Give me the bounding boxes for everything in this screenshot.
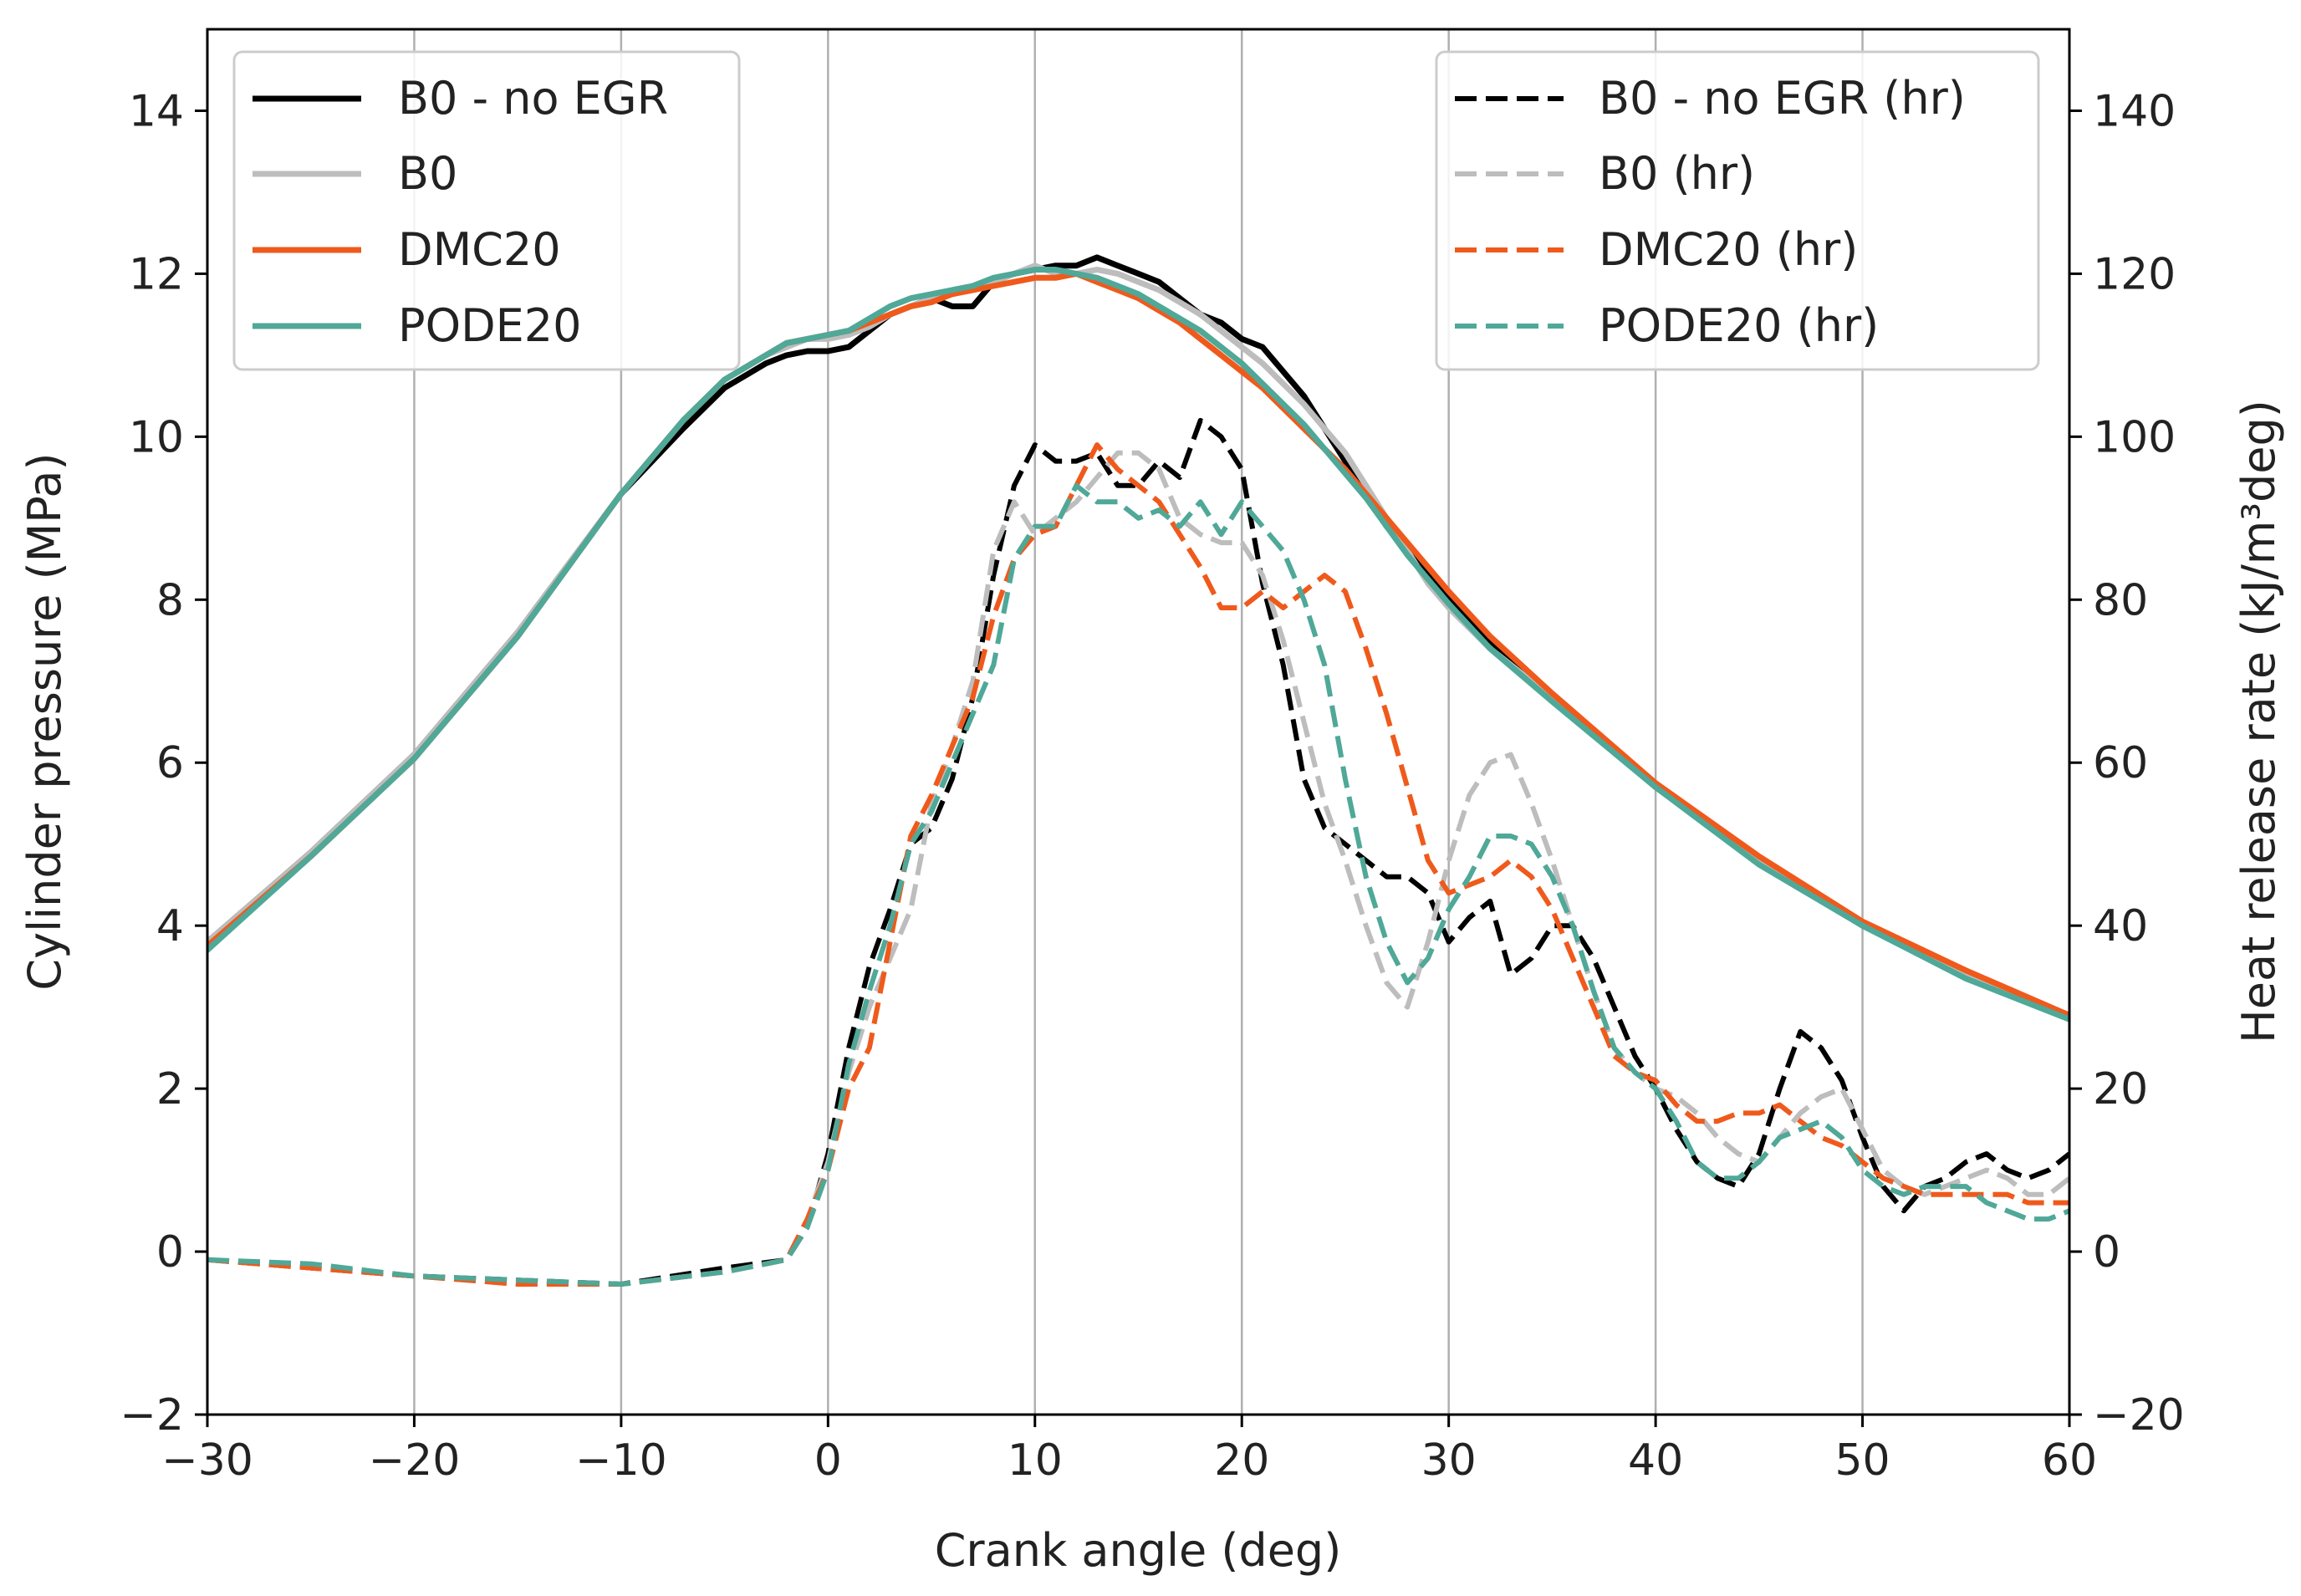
x-tick-label: 60 xyxy=(2042,1435,2097,1486)
x-tick-label: 40 xyxy=(1628,1435,1683,1486)
y-right-tick-label: 0 xyxy=(2093,1227,2120,1277)
x-axis-ticks: −30 −20 −10 0 10 20 30 40 50 60 xyxy=(161,1415,2097,1486)
x-tick-label: 0 xyxy=(814,1435,842,1486)
y-left-tick-label: 12 xyxy=(129,249,184,299)
right-y-axis-ticks: −20 0 20 40 60 80 100 120 140 xyxy=(2069,86,2185,1440)
y-right-tick-label: 100 xyxy=(2093,412,2176,462)
y-left-tick-label: 14 xyxy=(129,86,184,136)
legend-label-dmc20: DMC20 xyxy=(398,223,561,276)
series-lines xyxy=(207,254,2069,1287)
series-line-b0-no-egr-hr xyxy=(207,417,2069,1287)
y-right-tick-label: −20 xyxy=(2093,1390,2185,1440)
y-right-tick-label: 80 xyxy=(2093,575,2148,625)
y-right-tick-label: 20 xyxy=(2093,1064,2148,1114)
y-left-tick-label: 8 xyxy=(156,575,184,625)
legend-pressure: B0 - no EGR B0 DMC20 PODE20 xyxy=(232,50,741,371)
right-y-axis-label: Heat release rate (kJ/m³deg) xyxy=(2232,400,2285,1043)
series-line-dmc20 xyxy=(207,270,2069,1018)
legend-box-hr xyxy=(1435,50,2040,371)
legend-box xyxy=(232,50,741,371)
legend-label-b0-no-egr: B0 - no EGR xyxy=(398,72,668,125)
y-right-tick-label: 60 xyxy=(2093,738,2148,788)
series-line-dmc20-hr xyxy=(207,442,2069,1287)
left-y-axis-label: Cylinder pressure (MPa) xyxy=(18,452,71,990)
y-left-tick-label: 0 xyxy=(156,1227,184,1277)
x-tick-label: 20 xyxy=(1214,1435,1269,1486)
legend-heat-release: B0 - no EGR (hr) B0 (hr) DMC20 (hr) PODE… xyxy=(1435,50,2040,371)
y-right-tick-label: 140 xyxy=(2093,86,2176,136)
y-left-tick-label: −2 xyxy=(120,1390,184,1440)
legend-label-pode20: PODE20 xyxy=(398,299,581,352)
legend-label-pode20-hr: PODE20 (hr) xyxy=(1599,299,1879,352)
y-left-tick-label: 10 xyxy=(129,412,184,462)
legend-label-dmc20-hr: DMC20 (hr) xyxy=(1599,223,1858,276)
x-tick-label: −30 xyxy=(161,1435,253,1486)
y-left-tick-label: 2 xyxy=(156,1064,184,1114)
series-line-pode20-hr xyxy=(207,482,2069,1287)
y-right-tick-label: 40 xyxy=(2093,901,2148,951)
x-tick-label: −20 xyxy=(369,1435,461,1486)
y-right-tick-label: 120 xyxy=(2093,249,2176,299)
y-left-tick-label: 4 xyxy=(156,901,184,951)
series-line-b0-hr xyxy=(207,450,2069,1287)
x-tick-label: 30 xyxy=(1421,1435,1477,1486)
x-tick-label: 10 xyxy=(1008,1435,1063,1486)
x-tick-label: 50 xyxy=(1834,1435,1890,1486)
series-line-b0-no-egr xyxy=(207,254,2069,1018)
legend-label-b0-no-egr-hr: B0 - no EGR (hr) xyxy=(1599,72,1966,125)
left-y-axis-ticks: −2 0 2 4 6 8 10 12 14 xyxy=(120,86,207,1440)
x-tick-label: −10 xyxy=(575,1435,667,1486)
x-axis-label: Crank angle (deg) xyxy=(935,1524,1342,1577)
series-line-b0 xyxy=(207,263,2069,1018)
legend-label-b0: B0 xyxy=(398,147,457,200)
series-line-pode20 xyxy=(207,267,2069,1022)
legend-label-b0-hr: B0 (hr) xyxy=(1599,147,1755,200)
y-left-tick-label: 6 xyxy=(156,738,184,788)
plot-frame xyxy=(206,28,2071,1416)
